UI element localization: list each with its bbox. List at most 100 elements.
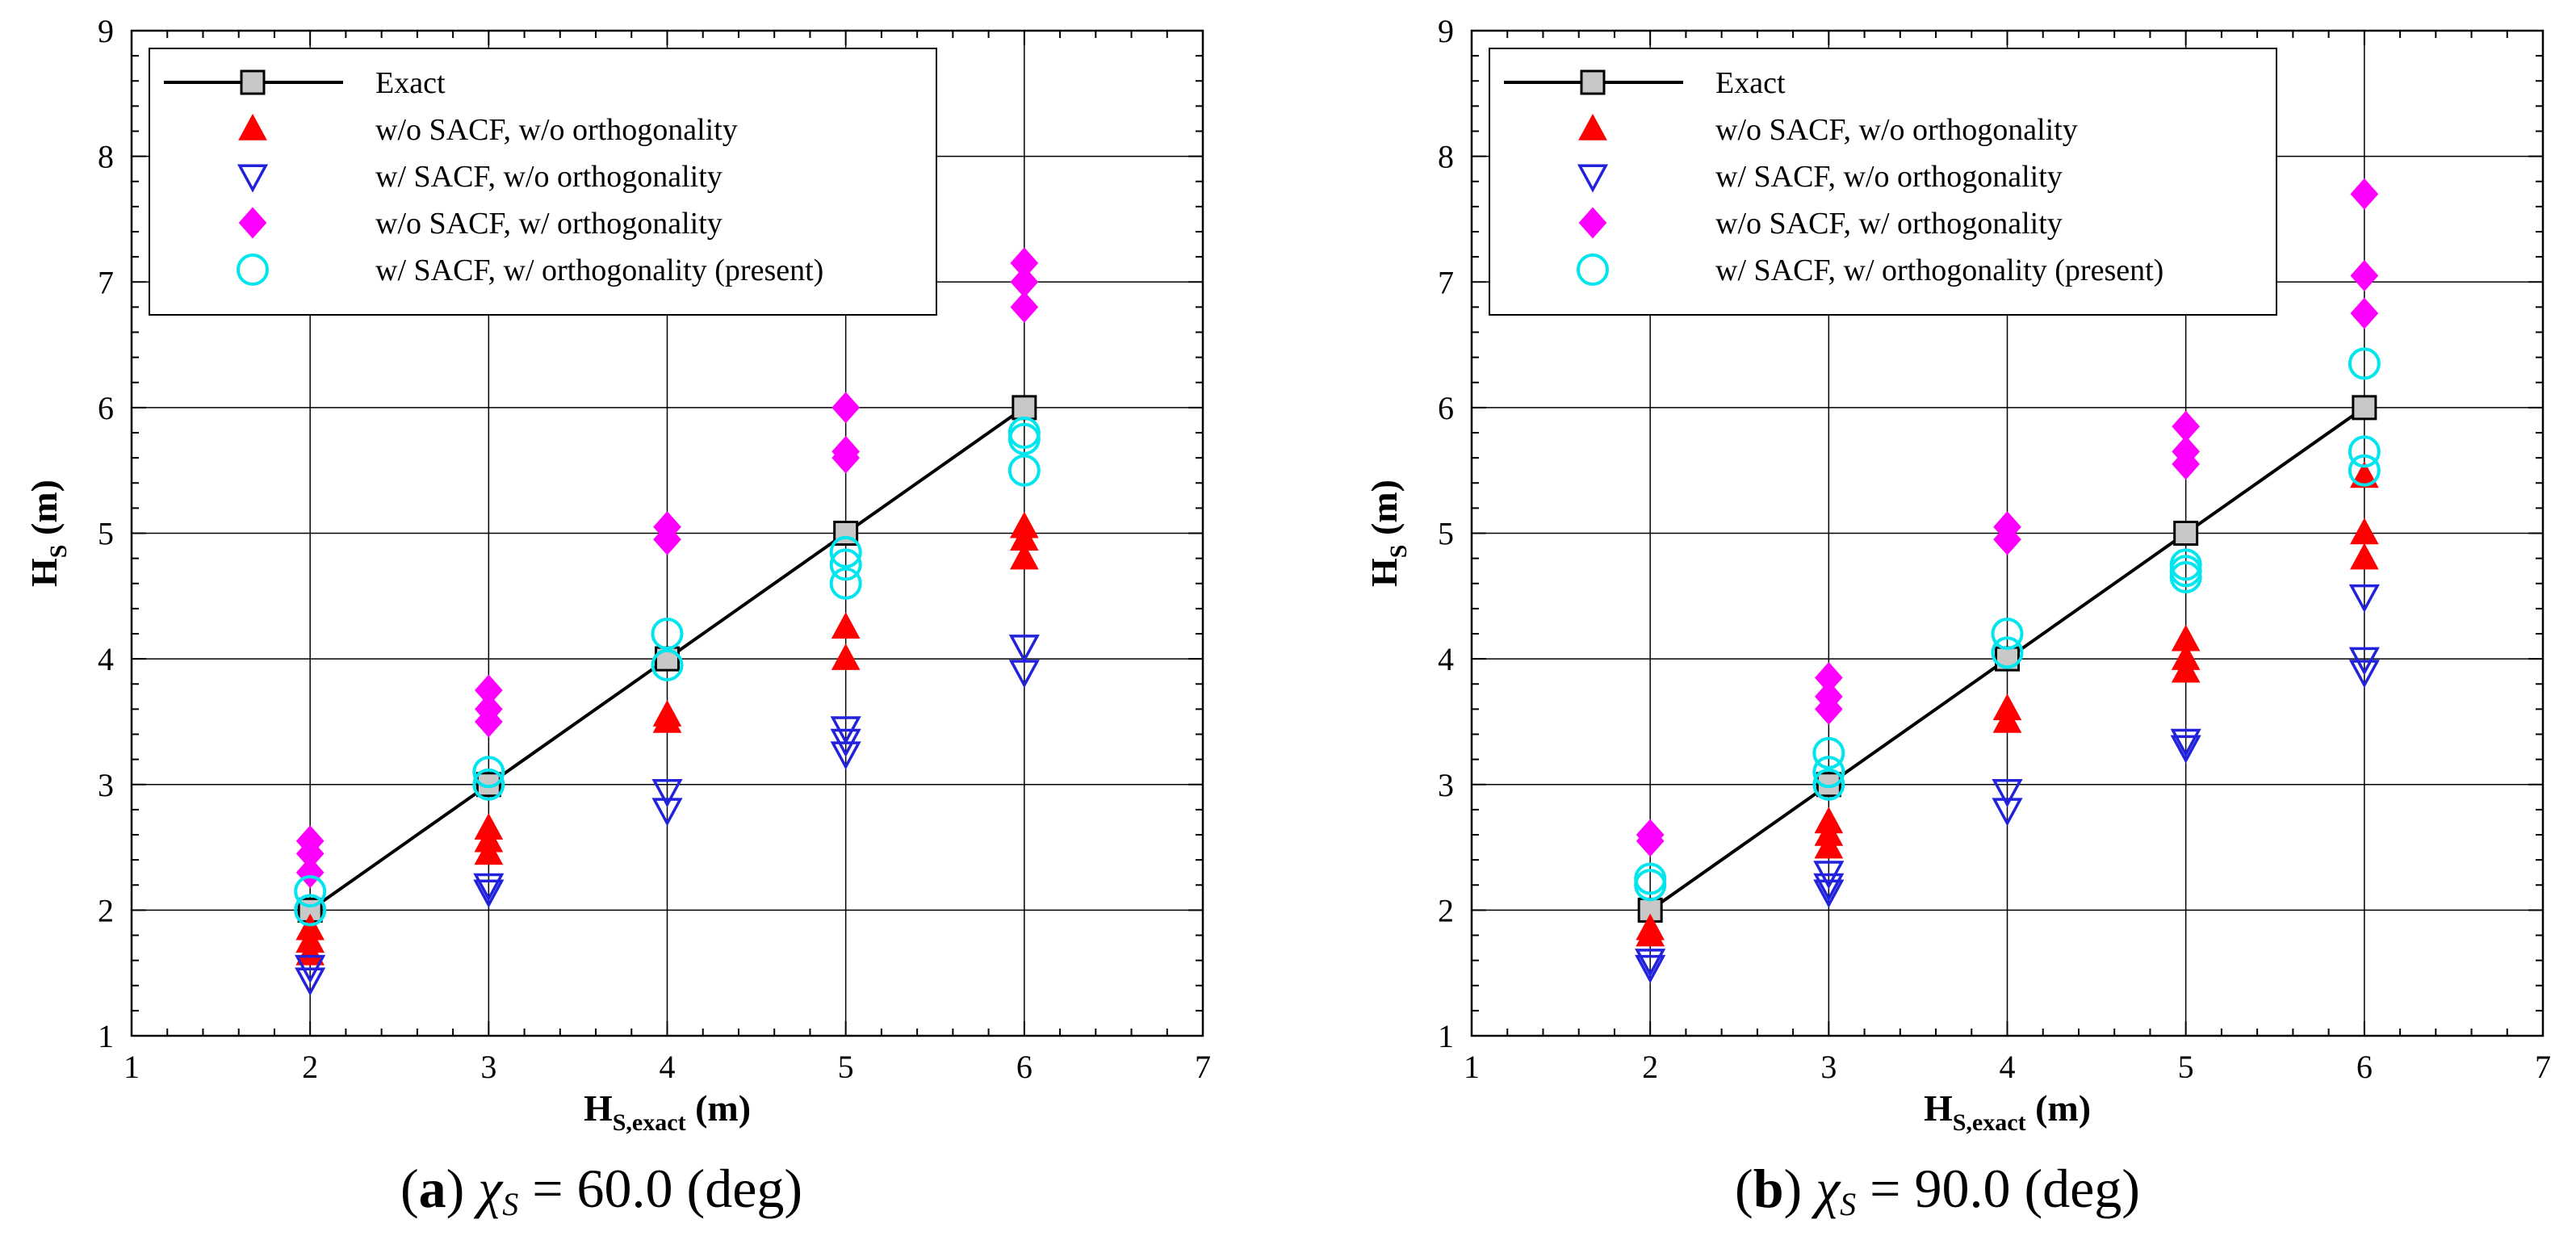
panel-caption: (b) χS = 90.0 (deg) xyxy=(1735,1158,2140,1222)
panel-caption: (a) χS = 60.0 (deg) xyxy=(400,1158,802,1222)
data-point xyxy=(1812,756,1845,789)
axis-ticks xyxy=(1471,30,2544,1037)
data-point xyxy=(1007,422,1041,455)
x-axis-label-main: H xyxy=(584,1087,613,1129)
data-point xyxy=(1010,291,1039,323)
data-point xyxy=(1991,618,2024,650)
data-point xyxy=(2348,660,2380,689)
caption-paren-open: ( xyxy=(400,1158,419,1219)
x-axis-label-sub: S,exact xyxy=(1953,1109,2026,1136)
caption-symbol: χ xyxy=(1811,1158,1841,1219)
data-point xyxy=(829,535,862,568)
legend-marker xyxy=(1580,69,1606,95)
y-tick-label: 9 xyxy=(98,13,114,49)
x-tick-label: 1 xyxy=(1464,1049,1480,1085)
data-point xyxy=(2350,297,2379,329)
x-tick-label: 7 xyxy=(2535,1049,2551,1085)
x-tick-label: 2 xyxy=(302,1049,318,1085)
data-point xyxy=(1007,454,1041,487)
x-tick-label: 5 xyxy=(838,1049,854,1085)
data-point xyxy=(651,798,683,827)
legend-label: w/o SACF, w/ orthogonality xyxy=(375,207,723,241)
caption-value: = 90.0 (deg) xyxy=(1856,1158,2140,1219)
series-2 xyxy=(295,635,1040,996)
legend: Exact w/o SACF, w/o orthogonality w/ SACF,… xyxy=(1489,48,2277,316)
y-tick-label: 9 xyxy=(1438,13,1454,49)
data-point xyxy=(1008,635,1040,664)
data-point xyxy=(1991,636,2024,669)
x-tick-label: 6 xyxy=(1016,1049,1032,1085)
legend-label: w/o SACF, w/ orthogonality xyxy=(1715,207,2063,241)
data-point xyxy=(1813,879,1845,908)
data-point xyxy=(831,643,861,670)
series-0 xyxy=(1637,395,2377,923)
legend-marker xyxy=(1578,207,1607,239)
data-point xyxy=(473,873,505,902)
y-tick-label: 2 xyxy=(1438,892,1454,928)
caption-value: = 60.0 (deg) xyxy=(518,1158,802,1219)
y-tick-label: 8 xyxy=(98,139,114,175)
x-axis-label: HS,exact (m) xyxy=(584,1087,751,1136)
y-tick-label: 3 xyxy=(98,767,114,803)
caption-paren-close: ) xyxy=(1784,1158,1816,1219)
data-point xyxy=(1992,779,2023,808)
data-point xyxy=(295,857,325,889)
y-tick-label: 7 xyxy=(98,264,114,300)
y-tick-label: 3 xyxy=(1438,767,1454,803)
x-axis-label-main: H xyxy=(1924,1087,1953,1129)
legend-marker xyxy=(1577,253,1609,286)
data-point xyxy=(1009,543,1039,570)
y-axis-label: HS (m) xyxy=(1363,480,1412,587)
data-point xyxy=(1814,832,1844,859)
data-point xyxy=(1012,395,1037,421)
data-point xyxy=(1992,798,2023,827)
x-tick-label: 3 xyxy=(480,1049,496,1085)
data-point xyxy=(2352,395,2377,421)
data-point xyxy=(829,567,862,600)
data-point xyxy=(831,392,861,424)
x-tick-label: 4 xyxy=(2000,1049,2016,1085)
data-point xyxy=(1008,660,1040,689)
legend-marker xyxy=(1578,113,1607,140)
y-axis-label-unit: (m) xyxy=(1363,480,1405,544)
x-axis-label-sub: S,exact xyxy=(613,1109,686,1136)
data-point xyxy=(830,741,861,770)
data-point xyxy=(1636,825,1665,857)
data-point xyxy=(2169,560,2202,593)
caption-label: a xyxy=(419,1158,446,1219)
series-1 xyxy=(295,511,1039,966)
data-point xyxy=(2349,543,2379,570)
data-point xyxy=(2170,728,2201,757)
caption-symbol: χ xyxy=(473,1158,504,1219)
legend-label: Exact xyxy=(375,66,446,100)
y-tick-label: 4 xyxy=(1438,641,1454,677)
data-point xyxy=(2172,448,2201,480)
series-3 xyxy=(295,247,1039,889)
legend-label: w/ SACF, w/ orthogonality (present) xyxy=(375,253,823,287)
x-tick-label: 7 xyxy=(1195,1049,1211,1085)
legend-label: w/ SACF, w/o orthogonality xyxy=(375,160,723,194)
legend-box xyxy=(1489,48,2277,316)
data-point xyxy=(652,706,682,733)
data-point xyxy=(2348,435,2381,468)
legend-label: w/ SACF, w/o orthogonality xyxy=(1715,160,2063,194)
legend-box xyxy=(149,48,937,316)
legend-marker xyxy=(1577,164,1609,193)
legend-marker xyxy=(237,164,269,193)
x-tick-label: 6 xyxy=(2356,1049,2373,1085)
data-point xyxy=(651,618,684,650)
data-point xyxy=(2348,347,2381,380)
data-point xyxy=(1813,873,1845,902)
data-point xyxy=(1992,706,2022,733)
x-axis-label-unit: (m) xyxy=(2026,1087,2091,1129)
y-axis-label-main: H xyxy=(1363,558,1405,587)
data-point xyxy=(2348,454,2381,487)
data-point xyxy=(295,967,326,996)
data-point xyxy=(651,779,683,808)
y-tick-label: 5 xyxy=(1438,516,1454,552)
data-point xyxy=(2350,259,2379,291)
data-point xyxy=(1635,949,1666,978)
data-point xyxy=(474,706,503,738)
y-tick-label: 8 xyxy=(1438,139,1454,175)
caption-subscript: S xyxy=(502,1186,518,1222)
